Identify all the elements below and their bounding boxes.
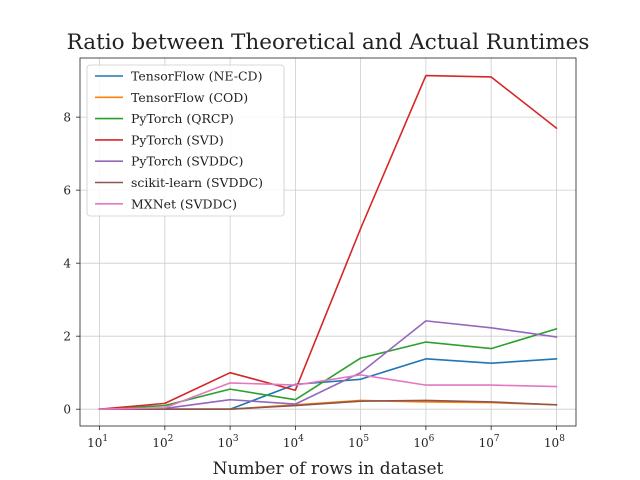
legend-entry-label: PyTorch (SVDDC) <box>131 154 243 169</box>
x-tick-label-exponent: 2 <box>168 434 174 444</box>
y-axis: 0 2 4 6 8 <box>63 111 80 417</box>
legend-entry-label: scikit-learn (SVDDC) <box>131 175 263 190</box>
x-tick-label-exponent: 4 <box>298 434 304 444</box>
series-line-6 <box>98 374 558 411</box>
x-tick-label: 104 <box>283 434 304 450</box>
legend-box <box>86 64 285 217</box>
x-tick-label-base: 10 <box>348 436 363 450</box>
x-tick-label-exponent: 1 <box>102 434 108 444</box>
x-axis-label: Number of rows in dataset <box>213 459 444 479</box>
legend: TensorFlow (NE-CD) TensorFlow (COD) PyTorc… <box>86 64 285 217</box>
x-tick-label-exponent: 5 <box>363 434 369 444</box>
series-line-4 <box>98 320 558 411</box>
y-tick-label: 0 <box>63 403 71 417</box>
x-tick-label-base: 10 <box>413 436 428 450</box>
y-tick-label: 6 <box>63 184 71 198</box>
x-tick-label-exponent: 6 <box>429 434 435 444</box>
legend-entry-label: PyTorch (QRCP) <box>131 111 234 126</box>
x-tick-label: 105 <box>348 434 369 450</box>
legend-entry-label: MXNet (SVDDC) <box>131 196 237 211</box>
y-tick-label: 2 <box>63 330 71 344</box>
x-tick-label: 108 <box>544 434 565 450</box>
legend-entry-label: PyTorch (SVD) <box>131 132 224 147</box>
x-tick-label-base: 10 <box>152 436 167 450</box>
x-tick-label: 103 <box>218 434 239 450</box>
x-tick-label: 107 <box>479 434 500 450</box>
series-line-3 <box>98 74 558 411</box>
plot-frame <box>79 57 577 427</box>
y-tick-label: 4 <box>63 257 71 271</box>
chart-title: Ratio between Theoretical and Actual Run… <box>67 30 590 55</box>
x-tick-label-base: 10 <box>87 436 102 450</box>
x-tick-label-base: 10 <box>218 436 233 450</box>
series-line-5 <box>98 399 558 411</box>
x-tick-label-exponent: 8 <box>559 434 565 444</box>
x-tick-label-base: 10 <box>544 436 559 450</box>
x-tick-label-exponent: 7 <box>494 434 500 444</box>
x-tick-label-base: 10 <box>283 436 298 450</box>
x-tick-label: 106 <box>413 434 434 450</box>
x-tick-label-base: 10 <box>479 436 494 450</box>
x-axis: 101 102 103 104 105 106 107 108 <box>87 426 565 450</box>
series-lines <box>98 74 558 411</box>
legend-entry-label: TensorFlow (COD) <box>131 90 248 105</box>
legend-entry-label: TensorFlow (NE-CD) <box>131 69 262 84</box>
x-tick-label-exponent: 3 <box>233 434 239 444</box>
x-tick-label: 101 <box>87 434 108 450</box>
x-tick-label: 102 <box>152 434 173 450</box>
y-tick-label: 8 <box>63 111 71 125</box>
